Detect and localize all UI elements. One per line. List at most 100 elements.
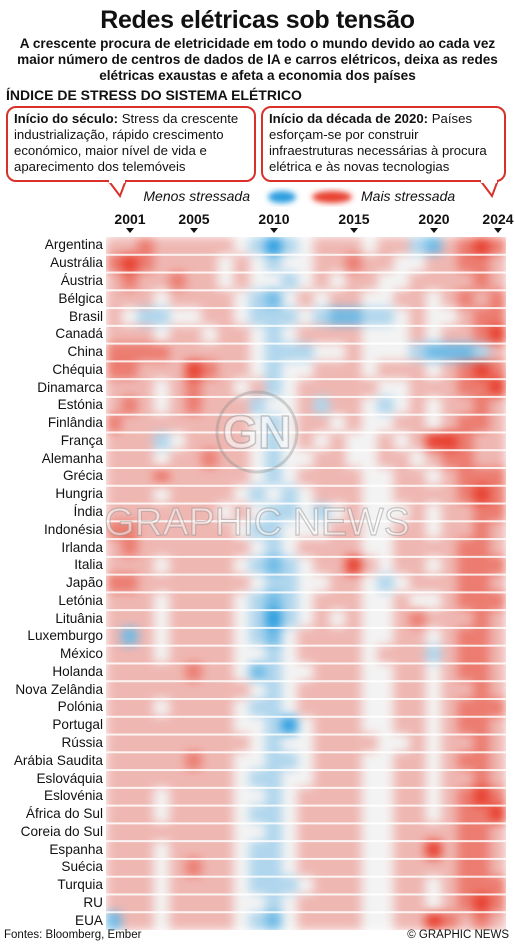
heat-cell xyxy=(361,414,379,433)
heat-cell xyxy=(281,858,299,878)
heat-cell xyxy=(473,591,491,611)
heat-cell xyxy=(489,627,506,647)
heat-cell xyxy=(441,343,459,362)
heat-cell xyxy=(217,396,235,416)
heat-cell xyxy=(441,787,459,807)
row-label: Irlanda xyxy=(61,539,103,555)
heat-cell xyxy=(297,858,315,878)
heat-cell xyxy=(361,325,379,345)
heat-cell xyxy=(329,307,347,327)
heat-cell xyxy=(137,822,155,842)
heat-cell xyxy=(121,858,139,878)
heat-cell xyxy=(441,680,459,700)
heat-cell xyxy=(217,876,235,895)
heat-cell xyxy=(233,822,251,842)
row-label: Indonésia xyxy=(44,521,103,537)
heat-cell xyxy=(121,467,139,487)
heat-cell xyxy=(297,805,315,824)
row-divider xyxy=(106,431,506,434)
heat-cell xyxy=(233,751,251,771)
heat-cell xyxy=(313,911,331,930)
heat-cell xyxy=(233,449,251,469)
heat-cell xyxy=(153,485,171,505)
heat-cell xyxy=(441,360,459,380)
heat-cell xyxy=(345,769,363,789)
year-tick-label: 2001 xyxy=(114,211,146,227)
heat-cell xyxy=(425,431,443,451)
heat-cell xyxy=(201,787,219,807)
row-divider xyxy=(106,484,506,487)
heat-cell xyxy=(121,414,139,433)
heat-cell xyxy=(393,503,411,522)
heat-cell xyxy=(201,822,219,842)
heat-cell xyxy=(201,237,219,256)
row-divider xyxy=(106,502,506,505)
heat-cell xyxy=(409,574,427,593)
heat-cell xyxy=(345,343,363,362)
page-subtitle: A crescente procura de eletricidade em t… xyxy=(17,36,498,83)
heat-cell xyxy=(281,414,299,433)
heat-cell xyxy=(106,858,123,878)
heat-cell xyxy=(377,627,395,647)
heat-cell xyxy=(377,520,395,540)
heat-cell xyxy=(201,538,219,558)
heat-cell xyxy=(185,289,203,309)
heat-cell xyxy=(361,431,379,451)
row-label: Estónia xyxy=(57,397,103,413)
heat-cell xyxy=(393,787,411,807)
heat-cell xyxy=(265,414,283,433)
heat-cell xyxy=(185,805,203,824)
row-divider xyxy=(106,378,506,381)
heat-cell xyxy=(409,343,427,362)
heat-cell xyxy=(106,840,123,860)
heat-cell xyxy=(121,734,139,753)
heat-cell xyxy=(233,289,251,309)
row-divider xyxy=(106,769,506,772)
heat-cell xyxy=(281,396,299,416)
row-label: Eslováquia xyxy=(36,770,103,786)
heat-cell xyxy=(441,805,459,824)
heat-cell xyxy=(441,467,459,487)
heat-cell xyxy=(281,360,299,380)
heat-cell xyxy=(249,431,267,451)
heat-cell xyxy=(185,538,203,558)
heat-cell xyxy=(169,609,187,629)
heat-cell xyxy=(185,378,203,398)
heat-cell xyxy=(425,591,443,611)
legend-high-swatch xyxy=(312,191,352,203)
heat-cell xyxy=(121,556,139,576)
heat-cell xyxy=(441,289,459,309)
heat-cell xyxy=(297,467,315,487)
heat-cell xyxy=(329,449,347,469)
heat-cell xyxy=(233,698,251,718)
heat-cell xyxy=(185,467,203,487)
heat-cell xyxy=(106,591,123,611)
heat-cell xyxy=(233,734,251,753)
heat-cell xyxy=(106,556,123,576)
year-tick-label: 2024 xyxy=(482,211,514,227)
heat-cell xyxy=(393,893,411,913)
heat-cell xyxy=(121,716,139,736)
heat-cell xyxy=(425,485,443,505)
heat-cell xyxy=(393,467,411,487)
heat-cell xyxy=(393,698,411,718)
heat-cell xyxy=(409,645,427,664)
heat-cell xyxy=(281,787,299,807)
heat-cell xyxy=(137,734,155,753)
row-label: Lituânia xyxy=(55,610,103,626)
heat-cell xyxy=(217,254,235,274)
heat-cell xyxy=(217,805,235,824)
heat-cell xyxy=(249,858,267,878)
heat-cell xyxy=(137,556,155,576)
heat-cell xyxy=(169,769,187,789)
heat-cell xyxy=(297,289,315,309)
heat-cell xyxy=(265,645,283,664)
heat-cell xyxy=(361,716,379,736)
heat-cell xyxy=(329,414,347,433)
heat-cell xyxy=(409,893,427,913)
legend-low-swatch xyxy=(268,191,296,203)
heat-cell xyxy=(217,662,235,682)
heat-cell xyxy=(137,716,155,736)
heat-cell xyxy=(457,431,475,451)
heat-cell xyxy=(185,734,203,753)
